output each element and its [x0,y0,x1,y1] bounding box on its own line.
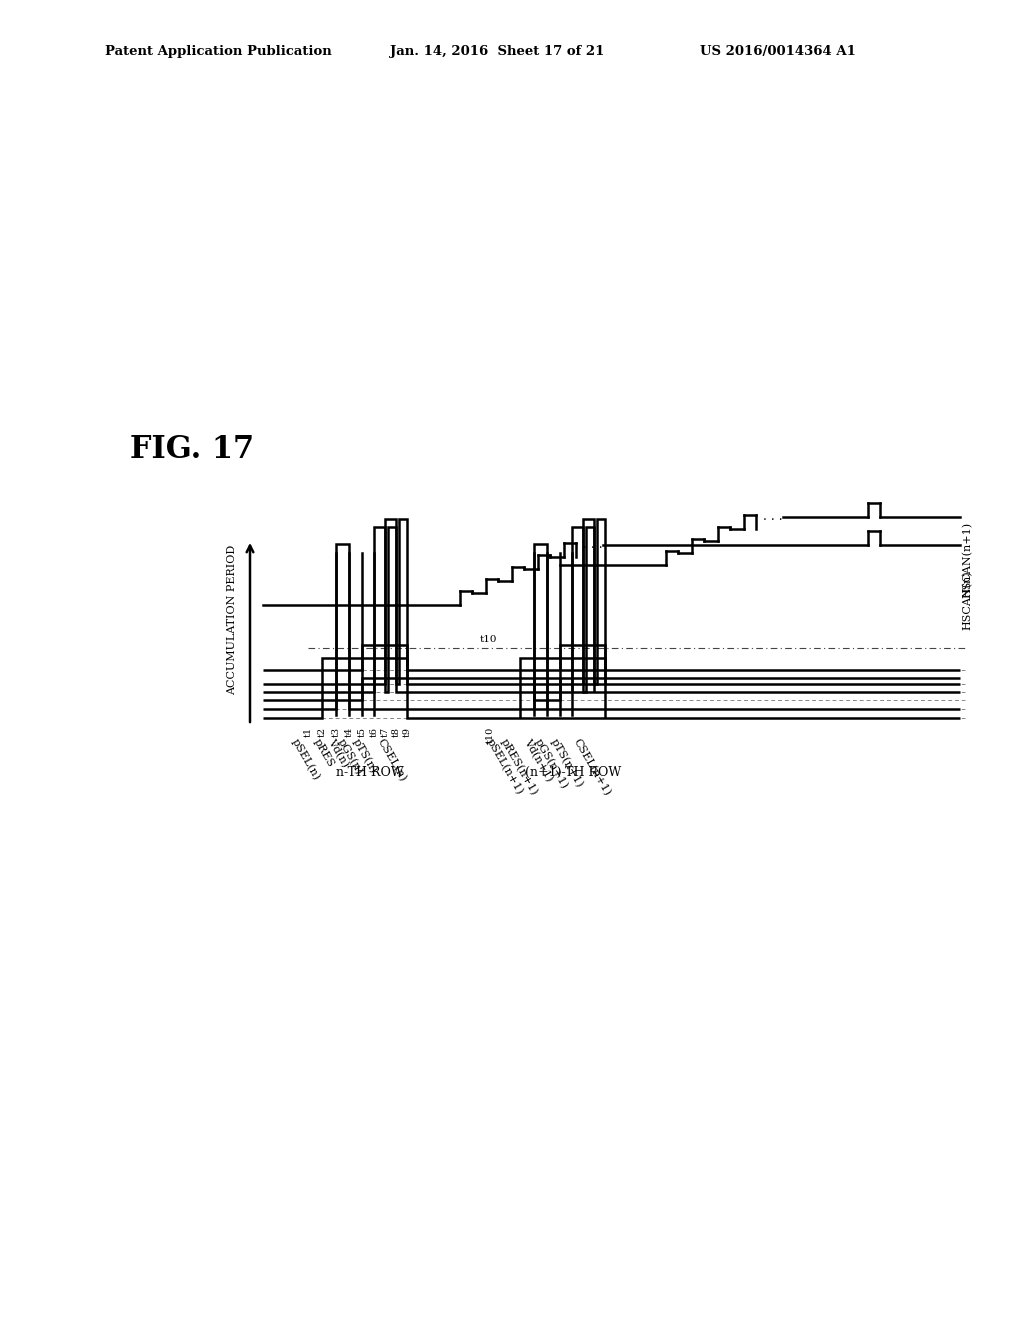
Text: t4: t4 [344,727,353,737]
Text: pTS(n): pTS(n) [351,737,379,775]
Text: HSCAN(n): HSCAN(n) [962,570,973,630]
Text: pSEL(n+1): pSEL(n+1) [484,737,525,797]
Text: FIG. 17: FIG. 17 [130,434,254,466]
Text: t5: t5 [357,727,367,737]
Text: (n+1)-TH ROW: (n+1)-TH ROW [525,766,622,779]
Text: CSEL(n+1): CSEL(n+1) [571,737,612,797]
Text: t7: t7 [381,727,389,737]
Text: n-TH ROW: n-TH ROW [336,766,403,779]
Text: t10: t10 [479,635,497,644]
Text: t8: t8 [391,727,400,737]
Text: t10: t10 [485,727,495,743]
Text: pSEL(n): pSEL(n) [290,737,322,783]
Text: t1: t1 [303,727,312,737]
Text: pRES: pRES [311,737,336,770]
Text: pRES(n+1): pRES(n+1) [499,737,540,797]
Text: pGS(n): pGS(n) [336,737,365,776]
Text: t6: t6 [370,727,379,737]
Text: . . .: . . . [763,510,782,523]
Text: pTS(n+1): pTS(n+1) [549,737,585,789]
Text: t3: t3 [332,727,341,737]
Text: ACCUMULATION PERIOD: ACCUMULATION PERIOD [227,545,237,696]
Text: HSCAN(n+1): HSCAN(n+1) [962,521,973,598]
Text: Jan. 14, 2016  Sheet 17 of 21: Jan. 14, 2016 Sheet 17 of 21 [390,45,604,58]
Text: CSEL(n): CSEL(n) [375,737,408,783]
Text: t9: t9 [402,727,412,737]
Text: Vd(n): Vd(n) [326,737,350,770]
Text: Patent Application Publication: Patent Application Publication [105,45,332,58]
Text: . . .: . . . [583,537,603,550]
Text: Vd(n+1): Vd(n+1) [522,737,555,783]
Text: t2: t2 [317,727,327,737]
Text: pGS(n+1): pGS(n+1) [532,737,570,791]
Text: US 2016/0014364 A1: US 2016/0014364 A1 [700,45,856,58]
